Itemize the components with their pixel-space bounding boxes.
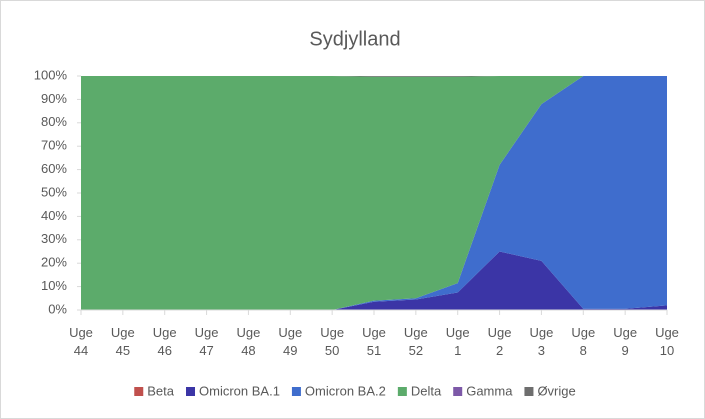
- legend-label: Delta: [411, 383, 442, 398]
- x-tick-label: Uge 2: [488, 325, 512, 358]
- x-tick-label: Uge 1: [446, 325, 470, 358]
- y-tick-label: 50%: [41, 184, 67, 199]
- legend-label: Omicron BA.1: [199, 383, 280, 398]
- y-tick-label: 40%: [41, 208, 67, 223]
- chart-title: Sydjylland: [309, 28, 400, 50]
- legend-label: Gamma: [466, 383, 513, 398]
- x-tick-label: Uge 47: [195, 325, 219, 358]
- y-tick-label: 100%: [34, 67, 68, 82]
- legend-label: Omicron BA.2: [305, 383, 386, 398]
- x-tick-label: Uge 46: [153, 325, 177, 358]
- y-tick-label: 80%: [41, 114, 67, 129]
- x-tick-label: Uge 10: [655, 325, 679, 358]
- x-tick-label: Uge 52: [404, 325, 428, 358]
- area: [81, 76, 667, 310]
- legend-swatch: [186, 387, 196, 396]
- x-tick-label: Uge 44: [69, 325, 93, 358]
- y-tick-label: 90%: [41, 91, 67, 106]
- y-tick-label: 0%: [48, 301, 67, 316]
- y-tick-label: 70%: [41, 138, 67, 153]
- y-tick-label: 20%: [41, 255, 67, 270]
- x-tick-label: Uge 50: [320, 325, 344, 358]
- x-tick-label: Uge 3: [529, 325, 553, 358]
- x-tick-label: Uge 45: [111, 325, 135, 358]
- legend-swatch: [453, 387, 463, 396]
- legend-swatch: [524, 387, 534, 396]
- legend-label: Beta: [147, 383, 175, 398]
- area: [81, 76, 667, 310]
- area: [81, 251, 667, 310]
- legend: Beta Omicron BA.1 Omicron BA.2 Delta Gamma Øv…: [134, 383, 576, 398]
- legend-swatch: [397, 387, 407, 396]
- area: [81, 76, 667, 77]
- x-tick-label: Uge 51: [362, 325, 386, 358]
- x-tick-label: Uge 49: [278, 325, 302, 358]
- x-tick-label: Uge 8: [571, 325, 595, 358]
- x-tick-label: Uge 9: [613, 325, 637, 358]
- legend-swatch: [291, 387, 301, 396]
- legend-label: Øvrige: [537, 383, 575, 398]
- y-tick-label: 10%: [41, 278, 67, 293]
- legend-swatch: [134, 387, 144, 396]
- x-tick-label: Uge 48: [236, 325, 260, 358]
- y-tick-label: 30%: [41, 231, 67, 246]
- y-tick-label: 60%: [41, 161, 67, 176]
